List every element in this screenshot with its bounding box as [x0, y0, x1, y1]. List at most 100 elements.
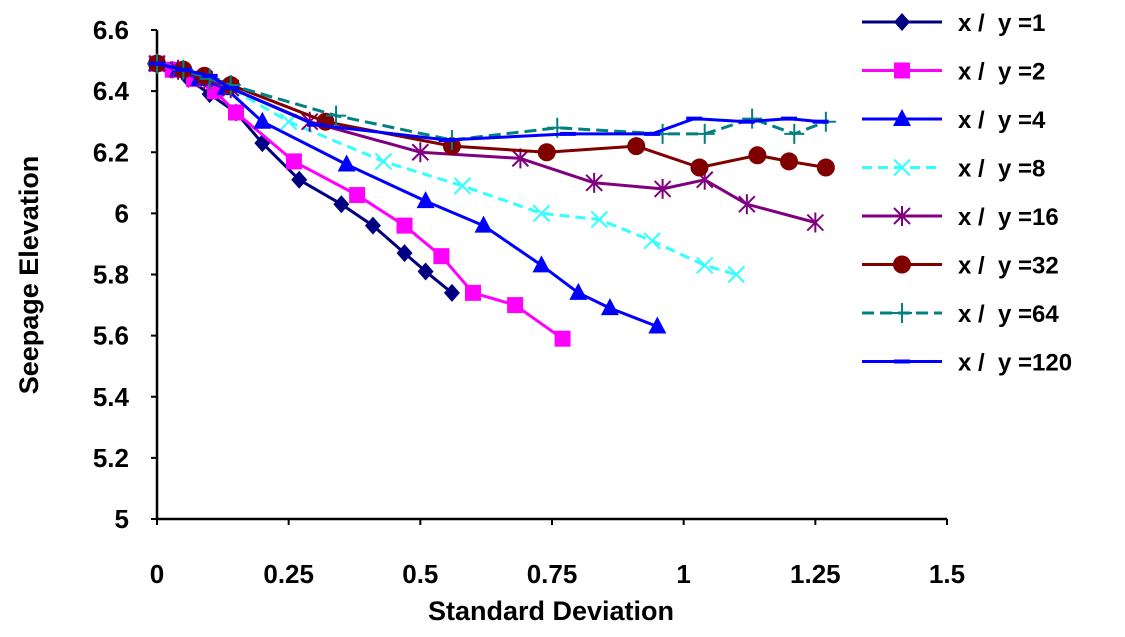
data-point	[417, 262, 434, 281]
series-6	[148, 54, 835, 177]
legend-item: x / y =64	[862, 301, 1059, 328]
data-point	[333, 195, 350, 214]
legend-label: x / y =32	[958, 253, 1059, 280]
data-point	[416, 191, 435, 209]
legend-label: x / y =4	[958, 107, 1046, 134]
data-point	[784, 123, 805, 144]
data-point	[590, 210, 609, 229]
data-point	[291, 170, 308, 189]
legend-label: x / y =1	[958, 10, 1045, 37]
data-point	[411, 142, 430, 163]
series-line	[156, 62, 737, 276]
y-tick-label: 5	[115, 504, 129, 534]
y-axis-title: Seepage Elevation	[14, 156, 44, 395]
legend-marker	[894, 62, 910, 79]
legend-item: x / y =16	[862, 204, 1059, 231]
series-1	[149, 54, 460, 302]
data-point	[337, 154, 356, 172]
legend-marker	[893, 206, 911, 226]
legend-label: x / y =16	[958, 204, 1059, 231]
legend-marker	[894, 13, 910, 31]
data-point	[780, 152, 798, 171]
series-layer	[147, 53, 836, 347]
x-tick-label: 0	[150, 559, 164, 589]
data-point	[307, 122, 323, 127]
y-tick-label: 6.6	[93, 15, 129, 45]
data-point	[742, 108, 763, 129]
y-tick-label: 6	[115, 198, 129, 228]
legend-item: x / y =4	[862, 107, 1046, 134]
legend-label: x / y =64	[958, 301, 1059, 328]
data-point	[569, 282, 588, 300]
data-point	[643, 232, 661, 250]
series-line	[156, 62, 658, 328]
data-point	[396, 217, 413, 234]
x-tick-label: 0.5	[402, 559, 438, 589]
data-point	[690, 158, 709, 177]
data-point	[748, 146, 767, 165]
data-point	[648, 316, 667, 334]
legend-marker	[894, 359, 910, 364]
data-point	[433, 248, 450, 265]
data-point	[627, 137, 646, 156]
data-point	[554, 330, 571, 347]
legend-item: x / y =120	[862, 350, 1072, 377]
data-point	[474, 215, 493, 233]
data-point	[600, 298, 619, 316]
legend-item: x / y =32	[862, 253, 1059, 280]
legend-marker	[893, 158, 911, 177]
data-point	[806, 212, 825, 233]
data-point	[694, 123, 715, 144]
data-point	[738, 119, 755, 124]
data-point	[781, 116, 797, 121]
series-3	[148, 53, 667, 334]
x-tick-label: 1.5	[929, 559, 965, 589]
y-tick-label: 5.6	[93, 321, 129, 351]
data-point	[438, 138, 455, 143]
data-point	[364, 216, 381, 235]
legend-marker	[892, 303, 912, 323]
series-5	[148, 53, 825, 233]
data-point	[653, 178, 672, 199]
data-point	[812, 119, 829, 124]
data-point	[453, 177, 472, 195]
data-point	[532, 204, 551, 223]
data-point	[686, 116, 703, 121]
data-point	[228, 104, 244, 121]
data-point	[374, 152, 393, 171]
legend-marker	[893, 109, 911, 126]
data-point	[175, 67, 192, 72]
data-point	[816, 158, 835, 177]
y-tick-label: 5.4	[93, 382, 130, 412]
x-axis-title: Standard Deviation	[428, 596, 674, 626]
data-point	[727, 265, 746, 284]
y-tick-label: 5.8	[93, 260, 129, 290]
data-point	[585, 172, 603, 193]
data-point	[696, 256, 714, 275]
data-point	[443, 283, 460, 302]
data-point	[396, 244, 413, 263]
data-point	[738, 194, 756, 215]
data-point	[326, 105, 347, 126]
data-point	[507, 297, 524, 314]
x-tick-label: 1.25	[790, 559, 841, 589]
data-point	[559, 131, 576, 136]
legend: x / y =1 x / y =2 x / y =4 x / y =8 x / y =1…	[862, 10, 1072, 377]
legend-label: x / y =8	[958, 156, 1045, 183]
data-point	[285, 153, 302, 170]
data-point	[201, 73, 218, 78]
y-tick-label: 6.4	[93, 76, 130, 106]
data-point	[349, 187, 366, 204]
data-point	[253, 111, 272, 129]
legend-label: x / y =120	[958, 350, 1072, 377]
x-tick-label: 0.75	[527, 559, 578, 589]
data-point	[537, 143, 556, 162]
x-tick-label: 0.25	[263, 559, 314, 589]
legend-item: x / y =8	[862, 156, 1045, 183]
data-point	[532, 255, 551, 273]
data-point	[149, 61, 165, 66]
x-tick-label: 1	[676, 559, 690, 589]
data-point	[465, 284, 481, 301]
ticks: 0 0.25 0.5 0.75 1 1.25 1.5 5 5.2 5.4 5.6 5.8 6 6.2 6.4…	[93, 15, 965, 589]
